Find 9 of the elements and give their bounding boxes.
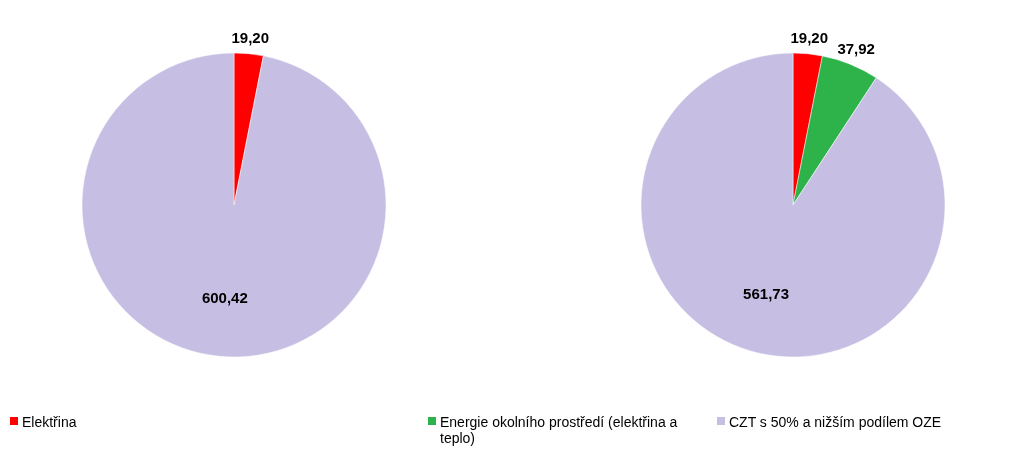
legend-label: CZT s 50% a nižším podílem OZE — [729, 414, 942, 430]
data-label: 19,20 — [790, 28, 829, 46]
data-label: 600,42 — [201, 288, 248, 306]
data-label: 37,92 — [837, 40, 875, 58]
data-label: 561,73 — [743, 285, 789, 303]
legend-label: Elektřina — [22, 414, 77, 430]
legend-label: Energie okolního prostředí (elektřina a teplo) — [440, 414, 678, 446]
pie-slice — [81, 52, 387, 358]
data-label: 19,20 — [231, 28, 270, 46]
